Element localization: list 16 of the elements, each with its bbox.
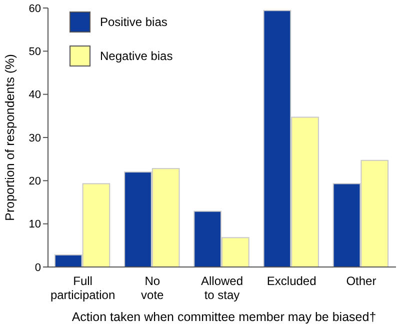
- y-tick-label: 30: [28, 132, 41, 144]
- x-axis-title: Action taken when committee member may be biased†: [72, 310, 376, 324]
- y-tick-label: 40: [28, 89, 41, 102]
- y-tick-label: 20: [28, 176, 41, 188]
- x-tick-label: Excluded: [266, 274, 316, 288]
- y-tick-label: 10: [28, 218, 41, 231]
- legend-label: Negative bias: [100, 49, 173, 64]
- y-tick-label: 0: [34, 262, 41, 274]
- legend-label: Positive bias: [100, 15, 168, 30]
- y-tick-label: 50: [28, 46, 41, 58]
- x-tick-label: No vote: [141, 274, 164, 302]
- x-tick-label: Other: [346, 274, 376, 288]
- x-tick-label: Full participation: [50, 274, 116, 302]
- y-tick-label: 60: [28, 2, 41, 15]
- x-tick-label: Allowed to stay: [200, 274, 244, 302]
- y-axis-title: Proportion of respondents (%): [3, 54, 17, 221]
